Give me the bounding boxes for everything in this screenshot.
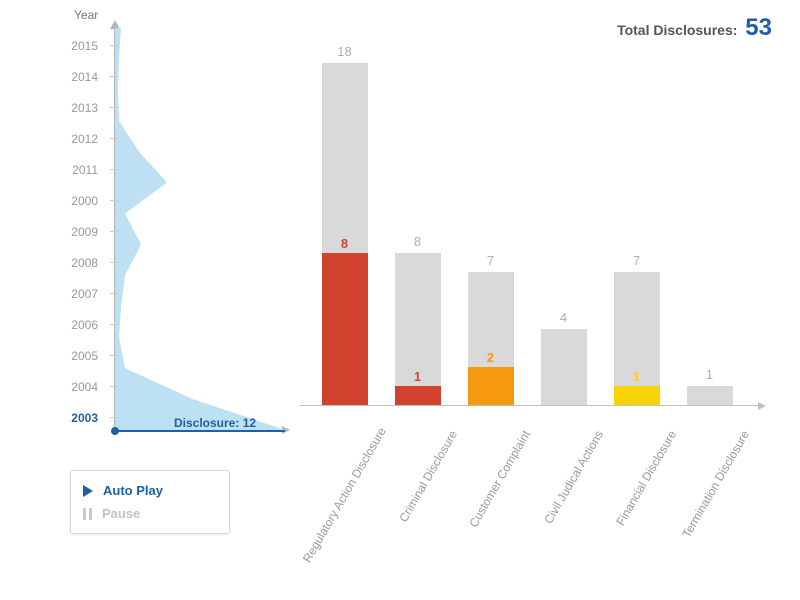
- timeline-disclosure-label: Disclosure: 12: [174, 416, 256, 430]
- year-tick: [110, 417, 118, 418]
- barchart-x-labels: Regulatory Action DisclosureCriminal Dis…: [308, 410, 788, 580]
- timeline-selection-dot-icon: [111, 427, 119, 435]
- year-label-2013[interactable]: 2013: [36, 102, 106, 114]
- bar-stack: 1: [614, 272, 660, 405]
- pause-icon: [83, 508, 92, 520]
- year-label-2012[interactable]: 2012: [36, 133, 106, 145]
- bar-column: 18 8: [308, 44, 381, 405]
- timeline-selection-line: [115, 430, 285, 432]
- bar-value-label: 8: [322, 236, 368, 253]
- bar-stack: 2: [468, 272, 514, 405]
- year-label-2005[interactable]: 2005: [36, 350, 106, 362]
- bar-column: 4: [527, 310, 600, 405]
- bar-value-fill: 1: [614, 386, 660, 405]
- year-timeline: Year 2015 2014 2013 2012 2011 2000 2009 2008 200…: [36, 10, 256, 440]
- bar-column: 1: [673, 367, 746, 405]
- year-tick: [110, 107, 118, 108]
- bar-stack: [541, 329, 587, 405]
- bar-category-label: Regulatory Action Disclosure: [300, 428, 387, 565]
- year-label-2006[interactable]: 2006: [36, 319, 106, 331]
- bar-category-label: Financial Disclosure: [592, 428, 679, 565]
- bar-value-fill: 8: [322, 253, 368, 405]
- timeline-header: Year: [74, 8, 98, 22]
- barchart-arrow-right-icon: [758, 402, 766, 410]
- bar-total-label: 18: [337, 44, 351, 59]
- bar-value-label: 1: [614, 369, 660, 386]
- year-label-2009[interactable]: 2009: [36, 226, 106, 238]
- bar-total-label: 7: [633, 253, 640, 268]
- bar-stack: 8: [322, 63, 368, 405]
- bar-total-label: 7: [487, 253, 494, 268]
- bar-total-label: 1: [706, 367, 713, 382]
- bar-stack: [687, 386, 733, 405]
- barchart-x-axis: [300, 405, 760, 406]
- bar-value-fill: 1: [395, 386, 441, 405]
- bar-total-fill: [687, 386, 733, 405]
- bar-value-label: 1: [395, 369, 441, 386]
- bar-total-label: 8: [414, 234, 421, 249]
- play-icon: [83, 485, 93, 497]
- year-label-2015[interactable]: 2015: [36, 40, 106, 52]
- bar-stack: 1: [395, 253, 441, 405]
- year-tick: [110, 386, 118, 387]
- pause-button[interactable]: Pause: [81, 502, 219, 525]
- year-label-2004[interactable]: 2004: [36, 381, 106, 393]
- bar-column: 81: [381, 234, 454, 405]
- year-tick: [110, 355, 118, 356]
- bar-category-label: Customer Complaint: [446, 428, 533, 565]
- bar-category-label: Criminal Disclosure: [373, 428, 460, 565]
- year-tick: [110, 293, 118, 294]
- bar-column: 72: [454, 253, 527, 405]
- year-label-2008[interactable]: 2008: [36, 257, 106, 269]
- bar-value-fill: 2: [468, 367, 514, 405]
- autoplay-label: Auto Play: [103, 483, 163, 498]
- year-label-2011[interactable]: 2011: [36, 164, 106, 176]
- year-tick: [110, 169, 118, 170]
- year-label-2000[interactable]: 2000: [36, 195, 106, 207]
- bar-total-fill: [541, 329, 587, 405]
- year-tick: [110, 138, 118, 139]
- bar-category-label: Civil Judical Actions: [519, 428, 606, 565]
- year-label-2007[interactable]: 2007: [36, 288, 106, 300]
- autoplay-button[interactable]: Auto Play: [81, 479, 219, 502]
- bar-total-label: 4: [560, 310, 567, 325]
- playback-controls: Auto Play Pause: [70, 470, 230, 534]
- year-label-2014[interactable]: 2014: [36, 71, 106, 83]
- bar-column: 71: [600, 253, 673, 405]
- year-tick: [110, 231, 118, 232]
- year-tick: [110, 324, 118, 325]
- year-tick: [110, 262, 118, 263]
- year-tick: [110, 200, 118, 201]
- bar-value-label: 2: [468, 350, 514, 367]
- disclosure-bar-chart: 18881724711: [300, 26, 780, 406]
- bar-category-label: Termination Disclosure: [665, 428, 752, 565]
- pause-label: Pause: [102, 506, 140, 521]
- year-label-2003[interactable]: 2003: [36, 412, 106, 424]
- timeline-distribution-area: [115, 28, 285, 430]
- year-tick: [110, 45, 118, 46]
- year-tick: [110, 76, 118, 77]
